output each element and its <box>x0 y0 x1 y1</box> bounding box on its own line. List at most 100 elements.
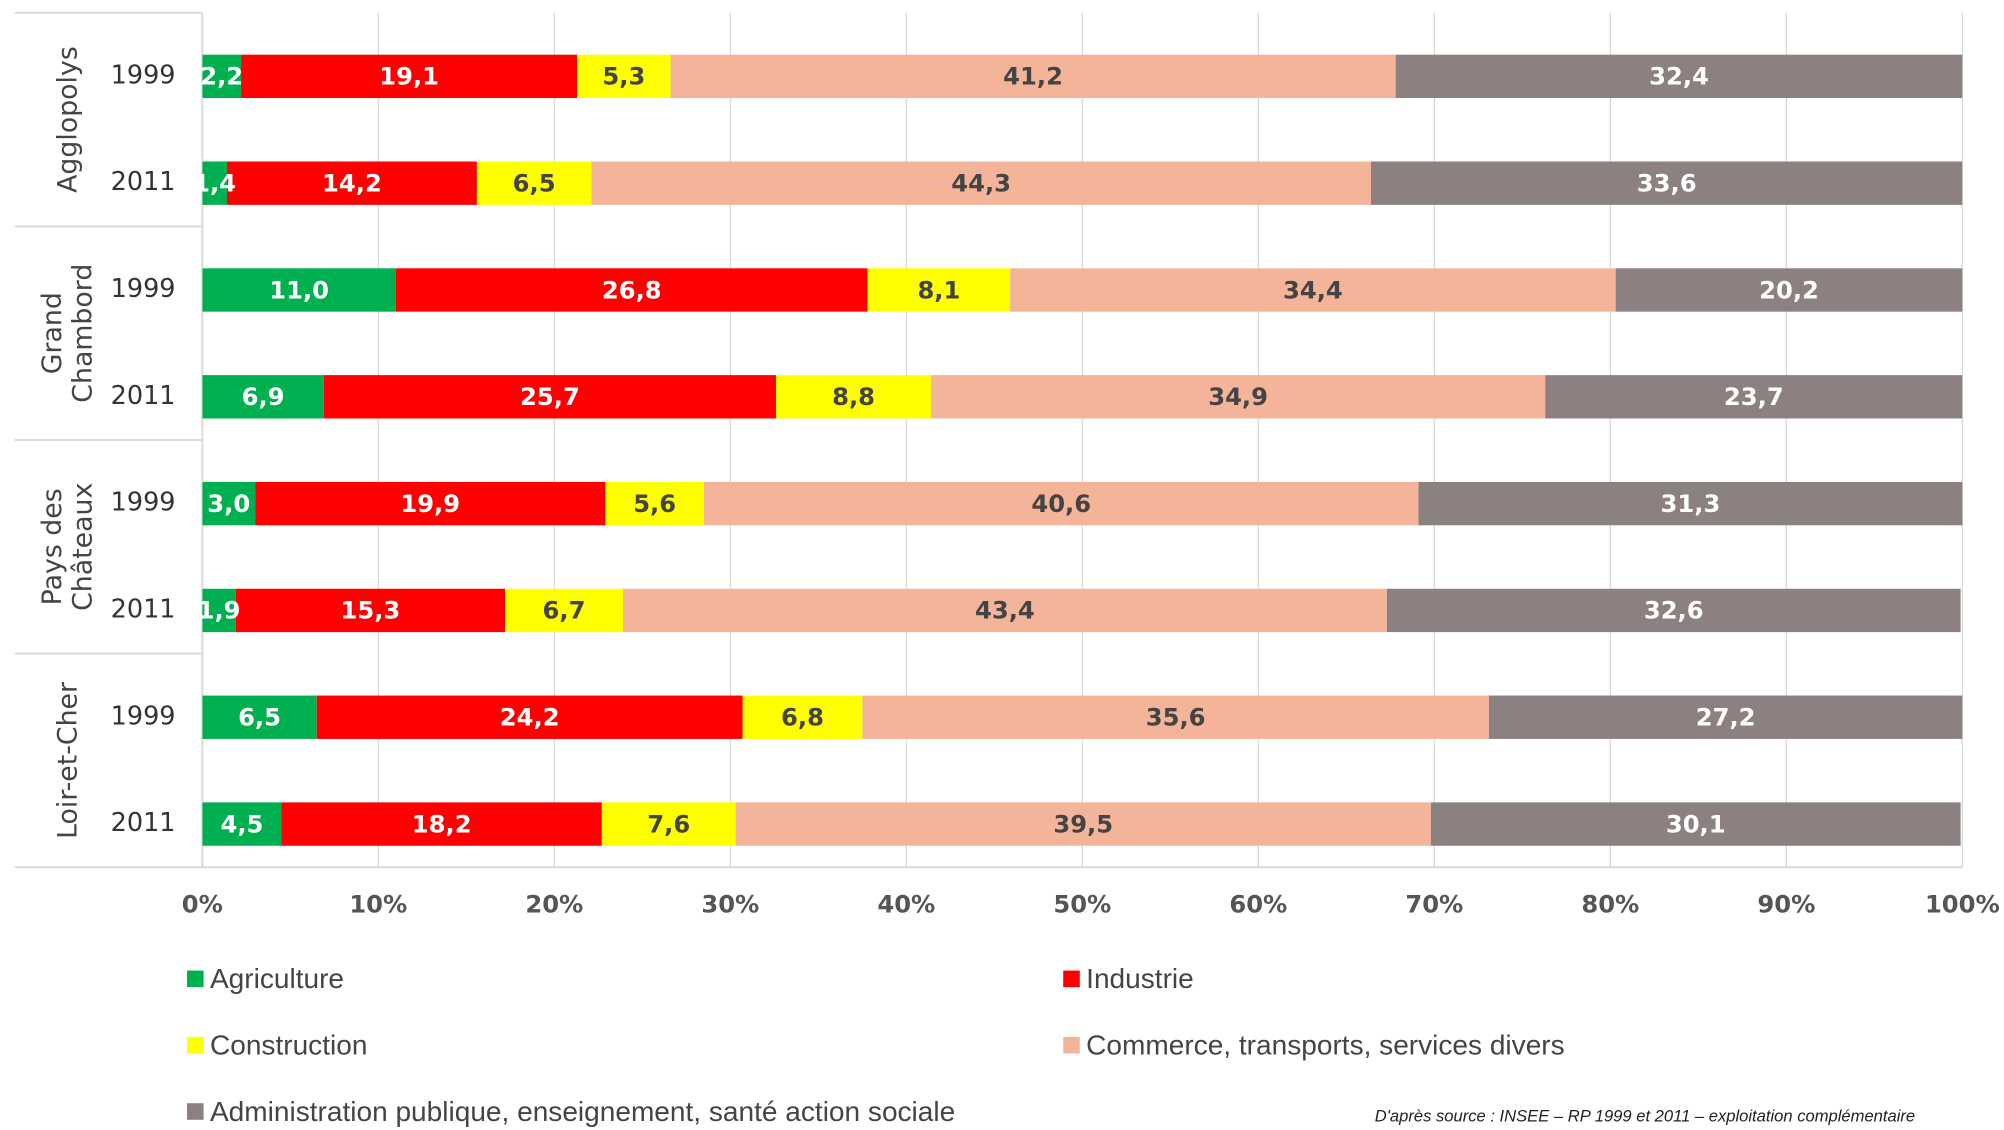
bar-segment <box>601 802 736 846</box>
data-label: 34,9 <box>1208 383 1268 411</box>
x-tick-label: 70% <box>1405 891 1463 919</box>
data-label: 35,6 <box>1146 704 1206 732</box>
y-tick-label: 2011 <box>111 167 176 197</box>
data-label: 6,8 <box>781 704 824 732</box>
data-label: 8,1 <box>917 276 960 304</box>
bar-segment <box>930 375 1546 419</box>
group-label-line: Pays des <box>37 488 68 605</box>
bars <box>202 54 1963 846</box>
y-tick-label: 1999 <box>111 488 176 518</box>
data-label: 41,2 <box>1003 63 1063 91</box>
data-label: 24,2 <box>500 704 560 732</box>
data-label: 23,7 <box>1724 383 1784 411</box>
legend-label: Administration publique, enseignement, s… <box>210 1096 955 1127</box>
bar-segment <box>505 588 623 633</box>
bar-segment <box>226 161 477 205</box>
x-tick-label: 30% <box>701 891 759 919</box>
data-label: 1,9 <box>198 597 241 625</box>
x-tick-label: 90% <box>1757 891 1815 919</box>
bar-segment <box>776 375 931 419</box>
x-tick-label: 100% <box>1925 891 2000 919</box>
x-tick-label: 0% <box>182 891 223 919</box>
x-tick-label: 80% <box>1581 891 1639 919</box>
data-label: 32,4 <box>1649 63 1709 91</box>
bar-segment <box>202 268 396 312</box>
data-label: 30,1 <box>1666 810 1726 838</box>
data-label: 19,1 <box>379 63 439 91</box>
data-label: 27,2 <box>1696 704 1756 732</box>
data-label: 11,0 <box>269 276 329 304</box>
legend-label: Commerce, transports, services divers <box>1086 1030 1564 1061</box>
legend-swatch <box>187 970 204 988</box>
bar-segment <box>255 481 606 526</box>
group-label: Agglopolys <box>52 46 83 193</box>
data-label: 14,2 <box>322 169 382 197</box>
bar-segment <box>202 802 282 846</box>
data-label: 3,0 <box>207 490 250 518</box>
data-label: 31,3 <box>1661 490 1721 518</box>
bar-segment <box>323 375 777 419</box>
data-label: 8,8 <box>832 383 875 411</box>
y-tick-label: 2011 <box>111 594 176 624</box>
data-label: 26,8 <box>602 276 662 304</box>
bar-segment <box>241 54 578 99</box>
data-label: 39,5 <box>1053 810 1113 838</box>
legend-label: Construction <box>210 1030 367 1061</box>
x-tick-label: 50% <box>1053 891 1111 919</box>
x-tick-label: 10% <box>349 891 407 919</box>
bar-segment <box>670 54 1396 99</box>
group-label: GrandChambord <box>37 264 99 403</box>
y-tick-label: 1999 <box>111 60 176 90</box>
x-tick-label: 40% <box>877 891 935 919</box>
bar-segment <box>281 802 602 846</box>
bar-segment <box>1488 695 1963 739</box>
data-label: 18,2 <box>412 810 472 838</box>
data-label: 4,5 <box>220 810 263 838</box>
y-tick-label: 1999 <box>111 701 176 731</box>
group-label: Pays desChâteaux <box>37 483 99 611</box>
group-label-line: Grand <box>37 292 68 374</box>
bar-segment <box>1370 161 1963 205</box>
data-label: 33,6 <box>1637 169 1697 197</box>
data-label: 32,6 <box>1644 597 1704 625</box>
bar-segment <box>591 161 1371 205</box>
bar-segment <box>862 695 1489 739</box>
bar-segment <box>202 54 242 99</box>
bar-segment <box>202 695 317 739</box>
legend-swatch <box>187 1103 204 1120</box>
legend-label: Agriculture <box>210 963 344 994</box>
bar-segment <box>703 481 1419 526</box>
data-label: 6,5 <box>238 704 281 732</box>
data-label: 43,4 <box>975 597 1035 625</box>
bar-segment <box>1430 802 1961 846</box>
bar-segment <box>742 695 863 739</box>
data-label: 40,6 <box>1031 490 1091 518</box>
data-label: 2,2 <box>200 63 243 91</box>
data-label: 6,9 <box>242 383 285 411</box>
x-tick-label: 60% <box>1229 891 1287 919</box>
bar-segment <box>1395 54 1963 99</box>
bar-segment <box>735 802 1431 846</box>
bar-segment <box>1010 268 1616 312</box>
group-label-line: Loir-et-Cher <box>52 682 83 839</box>
legend-swatch <box>1063 970 1080 988</box>
bar-segment <box>605 481 704 526</box>
legend-swatch <box>187 1036 204 1054</box>
source-note: D'après source : INSEE – RP 1999 et 2011… <box>1375 1107 1915 1126</box>
bar-segment <box>622 588 1387 633</box>
bar-segment <box>202 481 256 526</box>
legend-swatch <box>1063 1036 1080 1054</box>
bar-segment <box>577 54 671 99</box>
group-label-line: Agglopolys <box>52 46 83 193</box>
data-label: 25,7 <box>520 383 580 411</box>
x-tick-label: 20% <box>525 891 583 919</box>
data-label: 6,7 <box>543 597 586 625</box>
y-tick-label: 2011 <box>111 808 176 838</box>
bar-segment <box>476 161 592 205</box>
bar-segment <box>202 375 324 419</box>
data-label: 15,3 <box>341 597 401 625</box>
group-label-line: Châteaux <box>67 483 98 611</box>
bar-segment <box>1386 588 1961 633</box>
data-label: 44,3 <box>951 169 1011 197</box>
bar-segment <box>1615 268 1963 312</box>
